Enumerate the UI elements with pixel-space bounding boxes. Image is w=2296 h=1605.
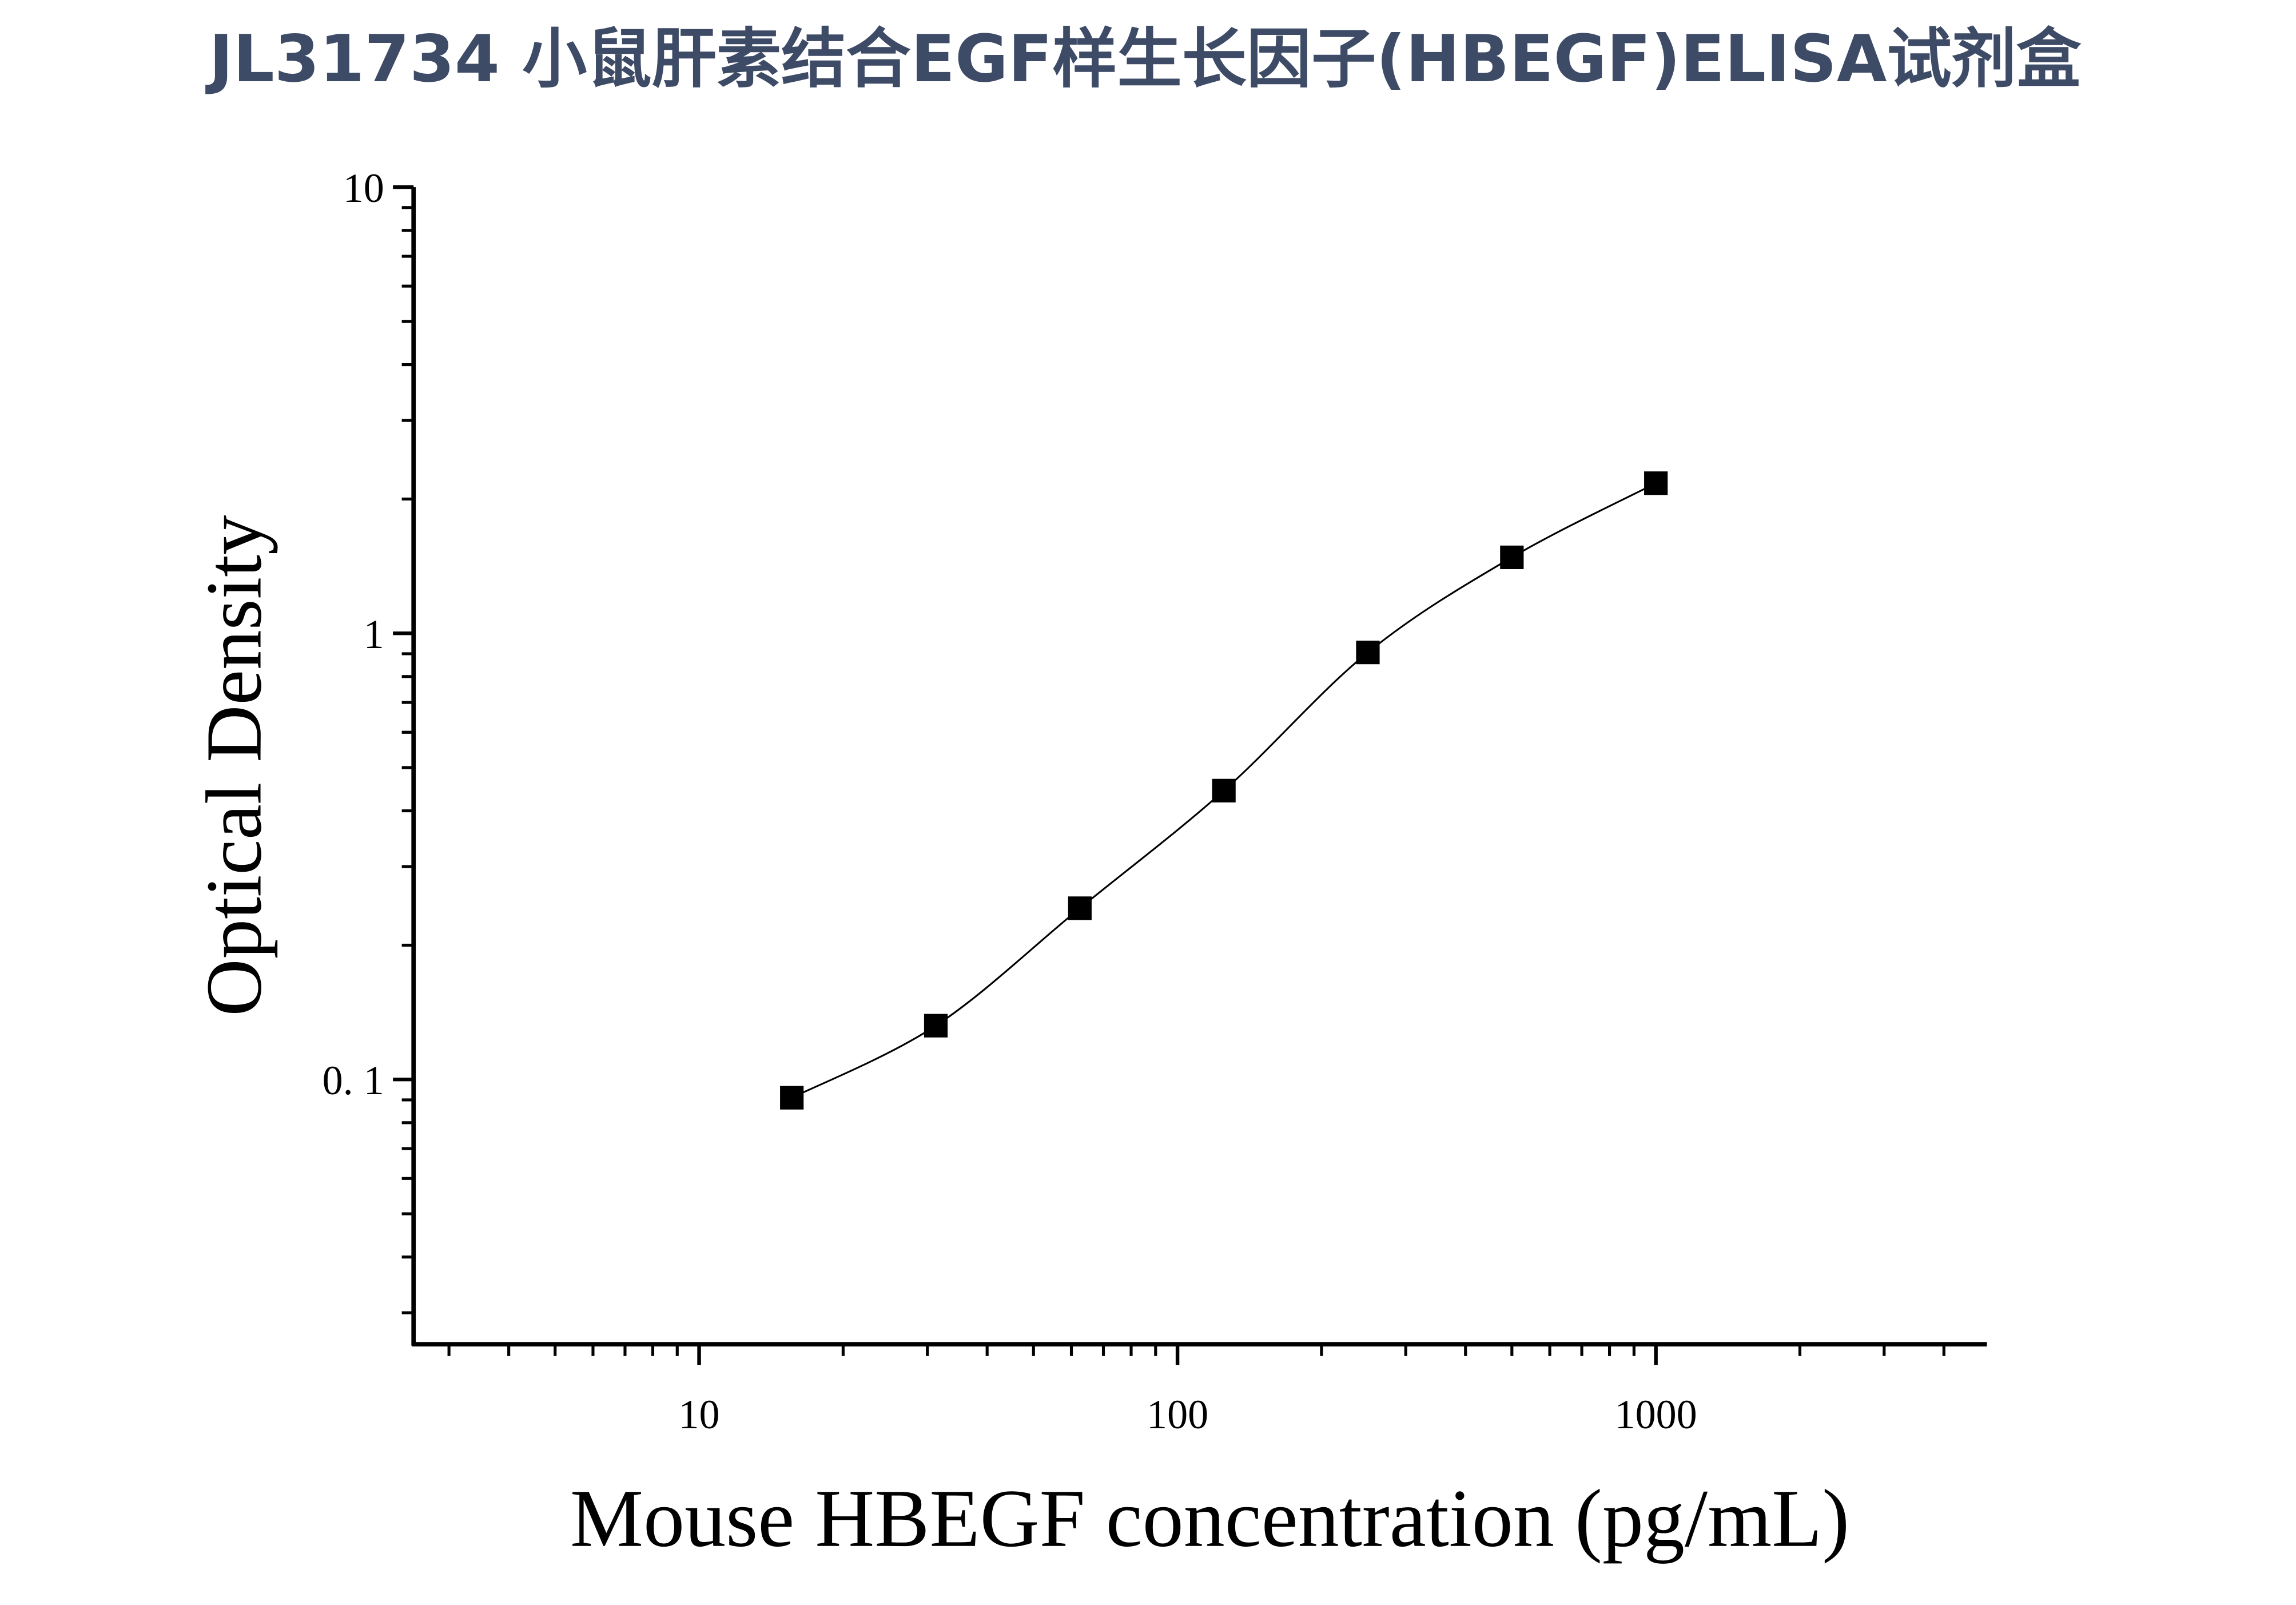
data-point [1068,896,1092,920]
x-tick-label: 1000 [1615,1392,1697,1437]
data-point [1644,471,1668,495]
chart-title: JL31734 小鼠肝素结合EGF样生长因子(HBEGF)ELISA试剂盒 [205,21,2082,97]
y-tick-label: 0. 1 [323,1058,384,1103]
data-point [780,1086,804,1110]
y-tick-label: 1 [364,611,384,657]
data-point [1212,778,1236,802]
data-point [1356,641,1380,665]
x-tick-label: 10 [679,1392,720,1437]
x-tick-label: 100 [1147,1392,1208,1437]
y-axis-title: Optical Density [190,515,278,1016]
y-tick-label: 10 [343,165,384,211]
data-point [924,1014,948,1038]
data-point [1500,545,1524,569]
x-axis-title: Mouse HBEGF concentration (pg/mL) [570,1473,1849,1564]
